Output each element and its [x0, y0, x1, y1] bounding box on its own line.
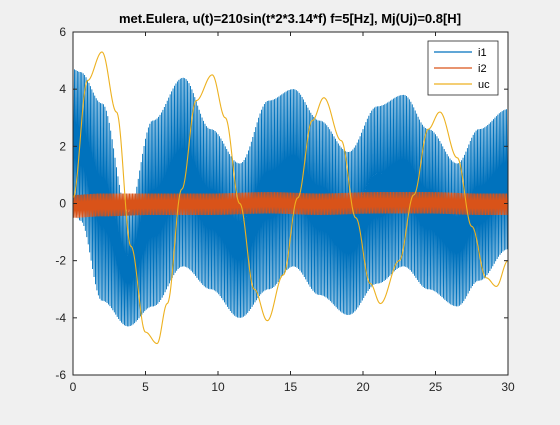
x-tick-label: 30	[501, 380, 515, 394]
series-line-i2	[72, 192, 509, 218]
x-tick-label: 25	[429, 380, 443, 394]
y-tick-label: 4	[59, 82, 66, 96]
legend: i1 i2 uc	[427, 40, 499, 96]
y-tick-label: -6	[55, 368, 66, 382]
y-tick-label: -4	[55, 311, 66, 325]
y-tick-label: 0	[59, 197, 66, 211]
x-tick-label: 10	[211, 380, 225, 394]
x-tick-label: 5	[142, 380, 149, 394]
axis-ticks: 0 5 10 15 20 25 30 -6 -4 -2 0 2 4 6	[55, 25, 515, 394]
series-group	[72, 51, 509, 345]
y-tick-label: 6	[59, 25, 66, 39]
x-tick-label: 15	[284, 380, 298, 394]
x-tick-label: 0	[70, 380, 77, 394]
series-line-i1	[72, 69, 509, 327]
y-tick-label: -2	[55, 254, 66, 268]
y-tick-label: 2	[59, 139, 66, 153]
chart-title: met.Eulera, u(t)=210sin(t*2*3.14*f) f=5[…	[119, 11, 461, 26]
x-tick-label: 20	[356, 380, 370, 394]
legend-label: i2	[478, 63, 487, 75]
legend-label: uc	[478, 79, 490, 91]
legend-label: i1	[478, 47, 487, 59]
series-line-uc	[72, 51, 509, 345]
